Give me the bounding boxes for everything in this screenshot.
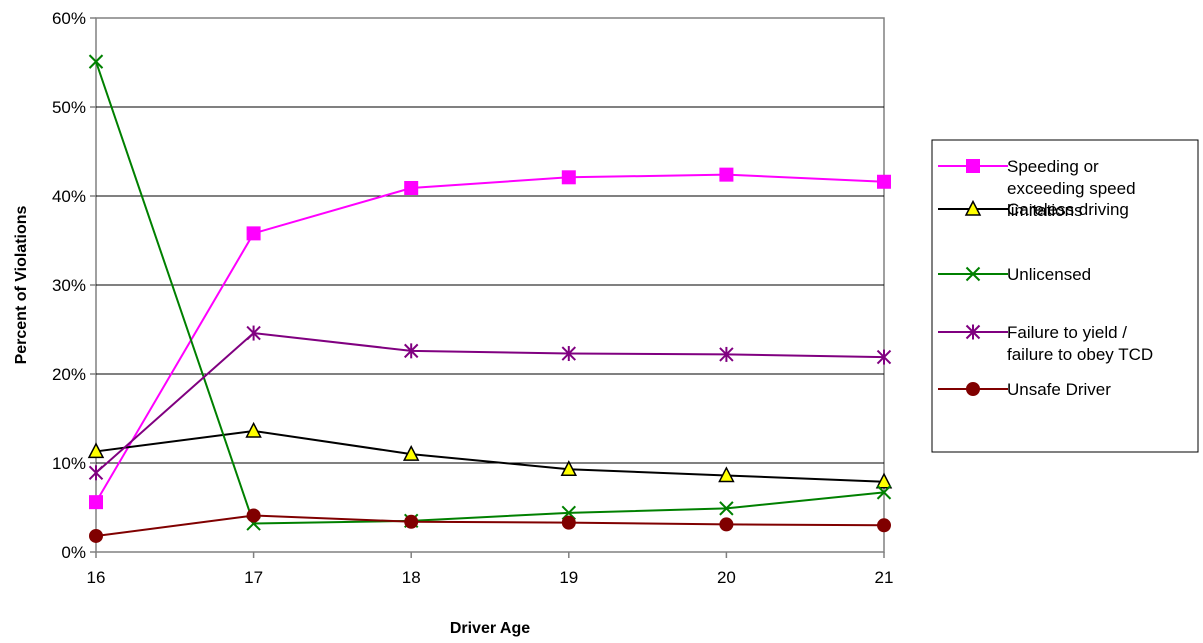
y-tick-label: 60% <box>52 9 86 28</box>
legend-box <box>931 139 1199 453</box>
data-point-1-1 <box>245 421 262 438</box>
legend-item-4: Unsafe Driver <box>938 380 1111 399</box>
legend-item-2: Unlicensed <box>938 265 1091 284</box>
series-line-4 <box>95 514 885 537</box>
y-tick-label: 0% <box>61 543 86 562</box>
x-tick-label: 16 <box>87 568 106 587</box>
legend-swatch-marker <box>966 382 980 396</box>
data-point-4-1 <box>246 508 261 523</box>
data-point-0-1 <box>246 226 261 241</box>
x-tick-label: 19 <box>559 568 578 587</box>
gridlines <box>96 106 884 464</box>
series-line-2 <box>95 61 885 525</box>
legend-label: Careless driving <box>1007 200 1129 219</box>
data-point-1-2 <box>402 444 420 461</box>
data-point-1-5 <box>875 472 893 489</box>
data-point-1-0 <box>87 442 105 459</box>
data-point-0-3 <box>561 170 576 185</box>
legend-label: Unsafe Driver <box>1007 380 1111 399</box>
data-point-0-5 <box>877 174 891 189</box>
data-point-3-4 <box>719 346 734 362</box>
data-point-3-3 <box>561 346 577 362</box>
data-point-1-3 <box>560 460 578 476</box>
legend-label: exceeding speed <box>1007 179 1136 198</box>
y-tick-label: 30% <box>52 276 86 295</box>
x-tick-label: 20 <box>717 568 736 587</box>
data-point-4-4 <box>719 517 734 532</box>
legend-item-1: Careless driving <box>938 199 1129 219</box>
data-point-2-5 <box>876 485 892 500</box>
legend-swatch-marker <box>965 266 981 282</box>
series-line-0 <box>95 173 885 503</box>
legend-label: limitations <box>1007 201 1083 220</box>
legend-swatch-marker <box>964 199 982 216</box>
y-axis-ticks: 0% 10% 20% 30% 40% 50% 60% <box>52 9 96 562</box>
y-tick-label: 10% <box>52 454 86 473</box>
x-tick-label: 18 <box>402 568 421 587</box>
data-point-0-4 <box>719 167 734 182</box>
y-tick-label: 50% <box>52 98 86 117</box>
y-tick-label: 20% <box>52 365 86 384</box>
data-point-2-4 <box>719 501 734 516</box>
data-point-4-5 <box>877 518 891 533</box>
legend-swatch-marker <box>966 159 980 173</box>
x-axis-title: Driver Age <box>450 620 530 637</box>
data-point-4-3 <box>561 515 576 530</box>
data-point-2-0 <box>88 54 104 69</box>
legend-items: Speeding or exceeding speed limitationsCar… <box>938 157 1153 399</box>
data-point-3-2 <box>403 343 419 359</box>
data-point-1-4 <box>718 466 735 483</box>
y-tick-label: 40% <box>52 187 86 206</box>
legend-label: failure to obey TCD <box>1007 345 1153 364</box>
legend: Speeding or exceeding speed limitationsCar… <box>931 139 1199 453</box>
y-axis-title: Percent of Violations <box>13 205 30 364</box>
legend-label: Failure to yield / <box>1007 323 1127 342</box>
legend-label: Speeding or <box>1007 157 1099 176</box>
data-point-4-2 <box>404 514 419 529</box>
data-point-0-2 <box>404 180 419 195</box>
legend-swatch-marker <box>965 324 981 340</box>
data-point-4-0 <box>89 528 103 543</box>
legend-item-0: Speeding or exceeding speed limitations <box>938 157 1136 220</box>
series-line-1 <box>95 429 885 483</box>
series-lines <box>95 61 885 537</box>
data-point-3-1 <box>246 325 261 341</box>
x-tick-label: 21 <box>875 568 894 587</box>
series-line-3 <box>95 332 885 474</box>
x-axis-ticks: 16 17 18 19 20 21 <box>87 552 894 587</box>
legend-item-3: Failure to yield / failure to obey TCD <box>938 323 1153 364</box>
data-point-0-0 <box>89 495 103 510</box>
data-point-3-0 <box>88 465 104 481</box>
legend-label: Unlicensed <box>1007 265 1091 284</box>
x-tick-label: 17 <box>244 568 263 587</box>
data-point-3-5 <box>876 349 892 365</box>
series-markers <box>87 54 893 543</box>
